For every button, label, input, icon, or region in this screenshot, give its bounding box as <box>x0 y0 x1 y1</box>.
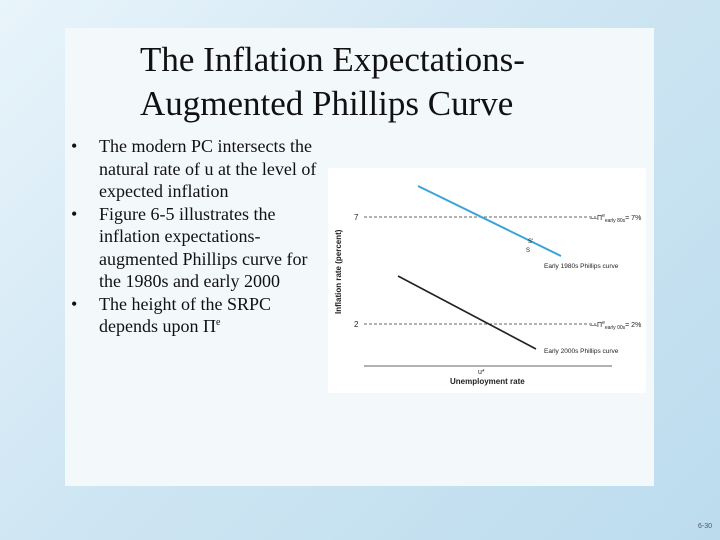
bullet-list: • The modern PC intersects the natural r… <box>68 135 320 338</box>
phillips-curve-2000s <box>397 275 537 350</box>
expectation-high-label: —Πeearly 80s= 7% <box>590 213 641 224</box>
bullet-marker: • <box>71 293 78 314</box>
page-number: 6-30 <box>697 523 712 530</box>
curve-2000s-label: Early 2000s Phillips curve <box>544 348 619 355</box>
bullet-marker: • <box>71 136 78 156</box>
x-tick-natural-rate: u* <box>478 369 485 376</box>
bullet-text: The height of the SRPC depends upon Π <box>99 293 271 337</box>
phillips-curve-svg: Inflation rate (percent) 7 2 —Πeearly 80… <box>334 185 641 386</box>
phillips-curve-figure: Inflation rate (percent) 7 2 —Πeearly 80… <box>328 168 646 393</box>
bullet-marker: • <box>71 203 78 224</box>
bullet-item: • The modern PC intersects the natural r… <box>68 135 320 203</box>
curve-1980s-label: Early 1980s Phillips curve <box>544 263 619 270</box>
expectation-low-label: —Πeearly 00s= 2% <box>590 320 641 331</box>
bullet-item: • Figure 6-5 illustrates the inflation e… <box>68 203 320 293</box>
bullet-text: The modern PC intersects the natural rat… <box>99 136 317 201</box>
y-tick-2: 2 <box>354 320 359 329</box>
y-axis-label: Inflation rate (percent) <box>334 229 343 314</box>
bullet-superscript: e <box>215 317 221 328</box>
title-line-2: Augmented Phillips Curve <box>140 84 514 123</box>
phillips-curve-1980s <box>417 185 562 257</box>
slide-title: The Inflation Expectations- Augmented Ph… <box>140 38 590 126</box>
point-label-s: S <box>526 248 530 254</box>
bullet-item: • The height of the SRPC depends upon Πe <box>68 293 320 338</box>
y-tick-7: 7 <box>354 213 359 222</box>
x-axis-label: Unemployment rate <box>450 377 525 386</box>
title-line-1: The Inflation Expectations- <box>140 40 525 79</box>
bullet-text: Figure 6-5 illustrates the inflation exp… <box>99 203 308 292</box>
point-label-s-prime: S' <box>528 239 533 245</box>
